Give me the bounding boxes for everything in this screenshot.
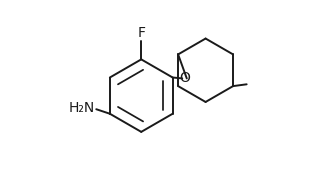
Text: H₂N: H₂N xyxy=(68,101,95,115)
Text: F: F xyxy=(137,26,145,40)
Text: O: O xyxy=(179,71,190,85)
